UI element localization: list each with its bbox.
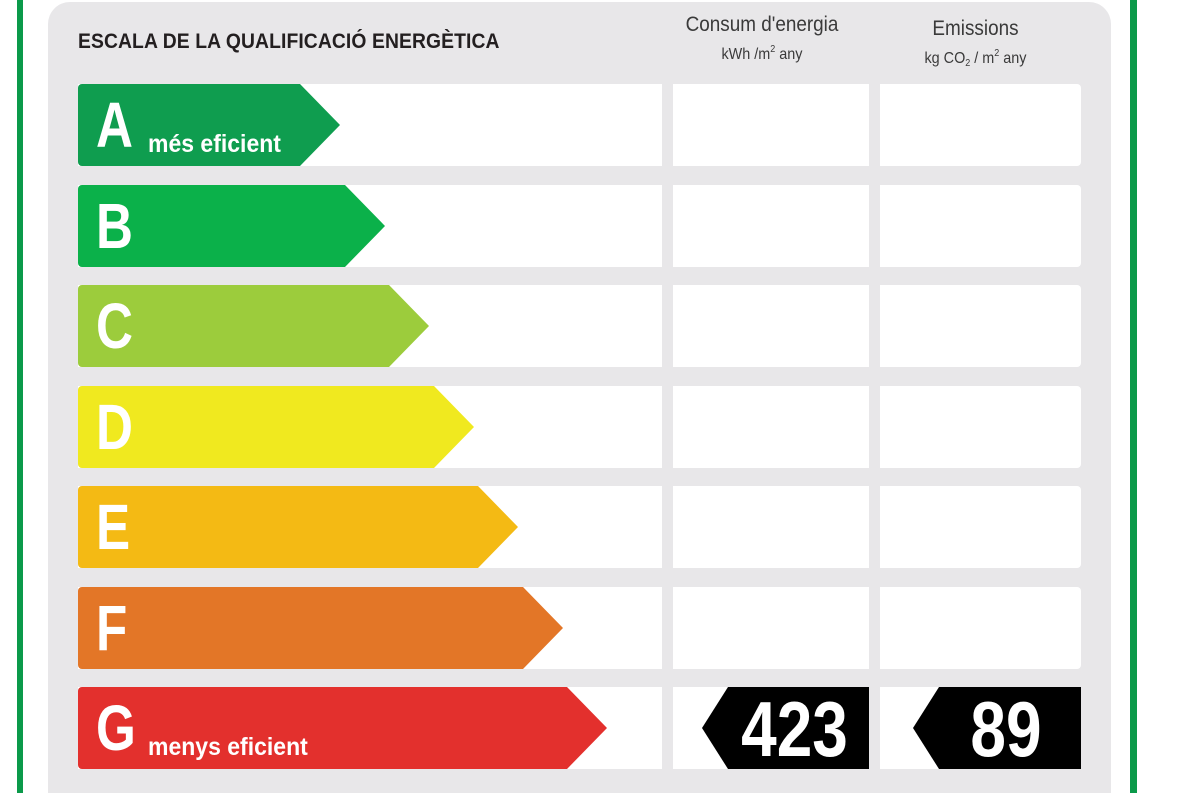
- energy-header-unit: kWh /m2 any: [721, 44, 803, 63]
- rating-arrow-e: [78, 486, 518, 568]
- emissions-column-header: Emissions kg CO2 / m2 any: [883, 17, 1068, 69]
- rating-arrow-g: [78, 687, 607, 769]
- energy-cell-e: [673, 486, 869, 568]
- rating-letter-a: A: [96, 89, 133, 161]
- energy-cell-d: [673, 386, 869, 468]
- emissions-result-value: 89: [970, 685, 1042, 773]
- emissions-result-marker: 89: [913, 687, 1081, 769]
- energy-column-header: Consum d'energia kWh /m2 any: [672, 13, 852, 64]
- energy-header-title: Consum d'energia: [685, 13, 839, 36]
- rating-label-a: més eficient: [148, 130, 281, 158]
- emissions-header-title: Emissions: [932, 17, 1019, 40]
- rating-letter-b: B: [96, 190, 133, 262]
- energy-result-value: 423: [741, 685, 848, 773]
- emissions-cell-b: [880, 185, 1081, 267]
- energy-cell-f: [673, 587, 869, 669]
- emissions-header-unit: kg CO2 / m2 any: [924, 48, 1027, 69]
- rating-letter-g: G: [96, 692, 136, 764]
- rating-arrow-c: [78, 285, 429, 367]
- energy-cell-a: [673, 84, 869, 166]
- rating-letter-d: D: [96, 391, 133, 463]
- left-green-border: [17, 0, 23, 793]
- scale-title: ESCALA DE LA QUALIFICACIÓ ENERGÈTICA: [78, 30, 500, 53]
- right-green-border: [1130, 0, 1137, 793]
- emissions-cell-e: [880, 486, 1081, 568]
- rating-arrow-d: [78, 386, 474, 468]
- rating-arrow-a: [78, 84, 340, 166]
- rating-letter-c: C: [96, 290, 133, 362]
- rating-letter-f: F: [96, 592, 128, 664]
- rating-label-g: menys eficient: [148, 733, 308, 761]
- emissions-cell-c: [880, 285, 1081, 367]
- energy-cell-b: [673, 185, 869, 267]
- emissions-cell-d: [880, 386, 1081, 468]
- rating-arrow-b: [78, 185, 385, 267]
- energy-cell-c: [673, 285, 869, 367]
- energy-result-marker: 423: [702, 687, 869, 769]
- rating-letter-e: E: [96, 491, 131, 563]
- emissions-cell-a: [880, 84, 1081, 166]
- rating-arrow-f: [78, 587, 563, 669]
- emissions-cell-f: [880, 587, 1081, 669]
